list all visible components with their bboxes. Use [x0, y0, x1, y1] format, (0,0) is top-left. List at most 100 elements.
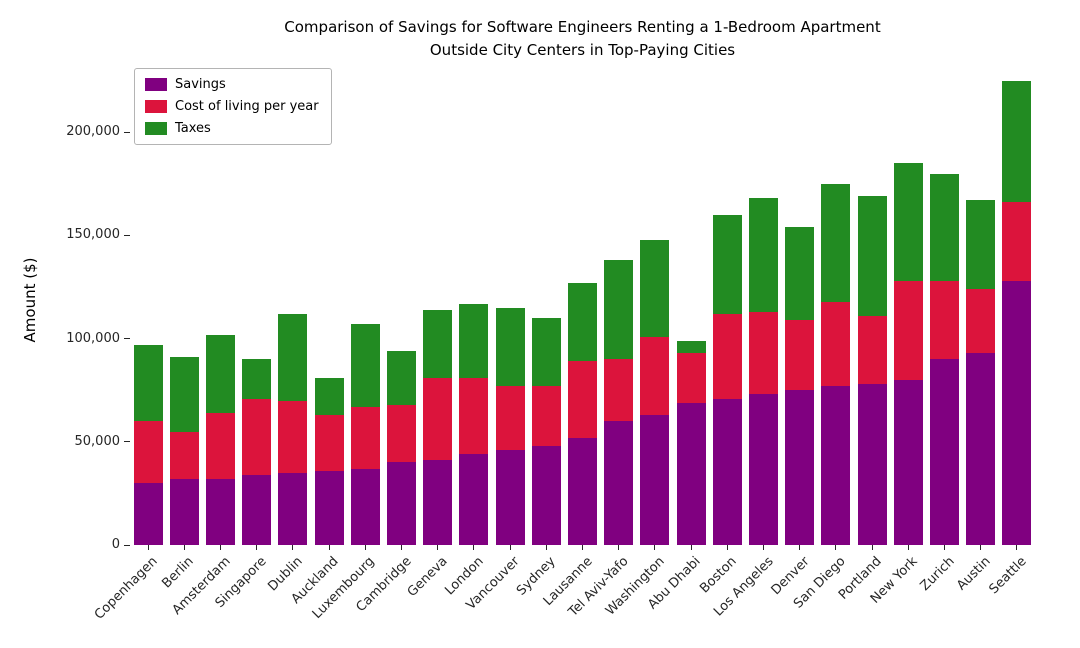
- y-tick-mark: [124, 441, 130, 443]
- bar-segment-savings-sydney: [531, 445, 561, 545]
- bar-segment-taxes-abu-dhabi: [676, 340, 706, 354]
- legend-item-cost-of-living: Cost of living per year: [145, 99, 319, 114]
- bar-segment-taxes-singapore: [242, 359, 272, 399]
- bar-segment-cost-of-living-per-year-cambridge: [387, 404, 416, 463]
- x-tick-mark: [871, 545, 873, 550]
- x-tick-mark: [509, 545, 511, 550]
- y-tick-label: 150,000: [66, 227, 120, 243]
- x-tick-mark: [473, 545, 475, 550]
- bar-segment-cost-of-living-per-year-vancouver: [495, 386, 525, 451]
- x-tick-mark: [183, 545, 185, 550]
- bar-segment-cost-of-living-per-year-denver: [785, 320, 815, 391]
- chart-title: Comparison of Savings for Software Engin…: [130, 16, 1035, 61]
- x-tick-mark: [220, 545, 221, 550]
- bar-segment-taxes-auckland: [314, 377, 344, 415]
- bar-segment-savings-lausanne: [568, 437, 597, 545]
- bar-segment-cost-of-living-per-year-london: [459, 377, 489, 455]
- bar-segment-taxes-copenhagen: [133, 344, 163, 422]
- bar-segment-taxes-london: [459, 303, 489, 378]
- legend-item-taxes: Taxes: [145, 121, 319, 136]
- x-tick-mark: [799, 545, 801, 550]
- bar-segment-cost-of-living-per-year-copenhagen: [133, 421, 163, 484]
- legend-label-savings: Savings: [175, 77, 226, 92]
- chart-title-line2: Outside City Centers in Top-Paying Citie…: [429, 40, 736, 59]
- plot-area: Savings Cost of living per year Taxes 0 5…: [66, 58, 1035, 623]
- bar-segment-savings-dublin: [278, 472, 308, 545]
- y-tick-mark: [124, 544, 130, 546]
- bar-segment-savings-abu-dhabi: [676, 402, 706, 545]
- bar-segment-cost-of-living-per-year-auckland: [314, 415, 344, 471]
- x-tick-mark: [835, 545, 837, 550]
- bar-segment-savings-zurich: [930, 359, 959, 545]
- bar-segment-savings-portland: [857, 384, 887, 545]
- x-tick-mark: [401, 545, 402, 550]
- bar-segment-savings-new-york: [893, 379, 923, 545]
- x-tick-mark: [980, 545, 982, 550]
- y-tick-mark: [124, 338, 130, 340]
- bar-segment-taxes-boston: [712, 214, 742, 314]
- bar-segment-savings-vancouver: [495, 450, 525, 545]
- bar-segment-savings-los-angeles: [749, 394, 778, 545]
- x-tick-mark: [907, 545, 909, 550]
- bar-segment-cost-of-living-per-year-washington: [640, 336, 670, 415]
- bar-segment-taxes-berlin: [169, 357, 199, 432]
- bar-segment-taxes-luxembourg: [350, 324, 380, 407]
- bar-segment-cost-of-living-per-year-zurich: [930, 280, 959, 360]
- legend-swatch-savings: [145, 78, 167, 91]
- x-tick-mark: [256, 545, 258, 550]
- bar-segment-savings-london: [459, 454, 489, 545]
- x-tick-mark: [690, 545, 692, 550]
- y-axis-label: Amount ($): [21, 257, 39, 343]
- bar-segment-savings-san-diego: [821, 386, 851, 545]
- bar-segment-savings-seattle: [1002, 280, 1032, 545]
- bar-segment-savings-luxembourg: [350, 468, 380, 545]
- bar-segment-savings-cambridge: [387, 462, 416, 545]
- x-tick-mark: [726, 545, 728, 550]
- legend-label-taxes: Taxes: [175, 121, 211, 136]
- bar-segment-savings-tel-aviv-yafo: [604, 421, 634, 545]
- bar-segment-savings-auckland: [314, 470, 344, 545]
- chart-title-line1: Comparison of Savings for Software Engin…: [284, 18, 881, 36]
- bar-segment-taxes-geneva: [423, 309, 453, 378]
- legend-item-savings: Savings: [145, 77, 319, 92]
- bar-segment-cost-of-living-per-year-sydney: [531, 386, 561, 446]
- x-tick-mark: [147, 545, 149, 550]
- legend-swatch-cost-of-living: [145, 100, 167, 113]
- bar-segment-savings-washington: [640, 415, 670, 545]
- bar-segment-taxes-dublin: [278, 313, 308, 401]
- bar-segment-taxes-cambridge: [387, 351, 416, 405]
- bar-segment-taxes-los-angeles: [749, 198, 778, 312]
- y-tick-mark: [124, 131, 130, 133]
- bar-segment-cost-of-living-per-year-san-diego: [821, 301, 851, 387]
- x-tick-mark: [618, 545, 620, 550]
- bar-segment-cost-of-living-per-year-berlin: [169, 431, 199, 479]
- chart-legend: Savings Cost of living per year Taxes: [134, 68, 332, 145]
- bar-segment-cost-of-living-per-year-luxembourg: [350, 406, 380, 469]
- y-tick-label: 50,000: [74, 433, 121, 449]
- x-tick-mark: [763, 545, 764, 550]
- bar-segment-taxes-lausanne: [568, 282, 597, 362]
- bar-segment-taxes-austin: [966, 200, 996, 290]
- bar-segment-cost-of-living-per-year-dublin: [278, 400, 308, 473]
- bar-segment-cost-of-living-per-year-los-angeles: [749, 311, 778, 395]
- x-tick-mark: [582, 545, 583, 550]
- bar-segment-savings-berlin: [169, 478, 199, 545]
- bar-segment-savings-denver: [785, 390, 815, 545]
- bar-segment-cost-of-living-per-year-seattle: [1002, 202, 1032, 281]
- y-tick-label: 200,000: [66, 124, 120, 140]
- bar-segment-cost-of-living-per-year-singapore: [242, 398, 272, 475]
- x-tick-mark: [437, 545, 439, 550]
- y-tick-label: 0: [111, 537, 120, 552]
- x-tick-mark: [654, 545, 656, 550]
- bar-segment-cost-of-living-per-year-lausanne: [568, 361, 597, 438]
- legend-label-cost-of-living: Cost of living per year: [175, 99, 319, 114]
- bar-segment-cost-of-living-per-year-new-york: [893, 280, 923, 380]
- bar-segment-taxes-denver: [785, 227, 815, 321]
- legend-swatch-taxes: [145, 122, 167, 135]
- bar-segment-cost-of-living-per-year-geneva: [423, 377, 453, 461]
- y-tick-mark: [124, 234, 130, 236]
- bar-segment-taxes-washington: [640, 239, 670, 337]
- bar-segment-savings-geneva: [423, 460, 453, 545]
- bar-segment-taxes-vancouver: [495, 307, 525, 387]
